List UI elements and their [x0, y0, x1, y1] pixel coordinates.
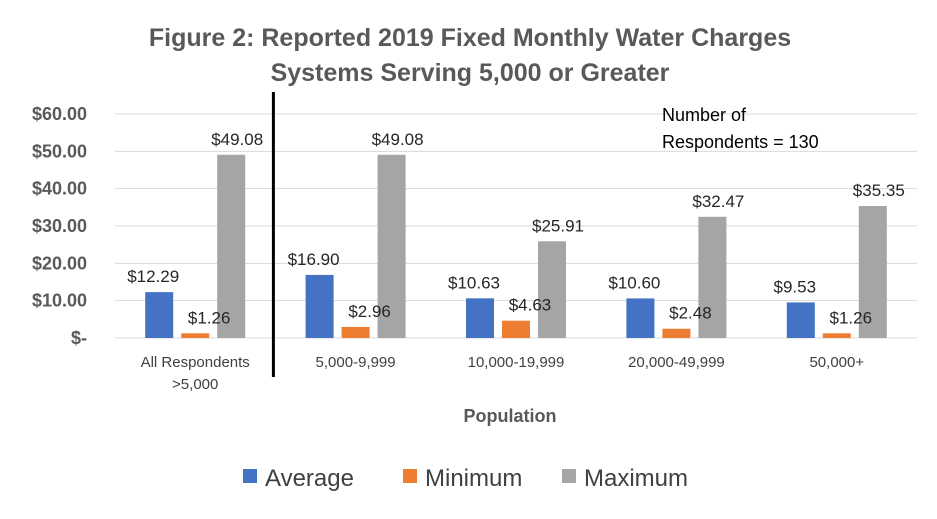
- bar-minimum: [181, 333, 210, 338]
- data-label-maximum: $49.08: [211, 130, 263, 149]
- respondents-annotation-line-2: Respondents = 130: [662, 132, 819, 152]
- y-tick-label: $30.00: [32, 216, 87, 236]
- x-tick-label: >5,000: [172, 376, 218, 393]
- chart-title-line-2: Systems Serving 5,000 or Greater: [271, 59, 670, 87]
- data-label-minimum: $1.26: [830, 308, 873, 327]
- bar-maximum: [698, 216, 727, 338]
- chart-title-line-1: Figure 2: Reported 2019 Fixed Monthly Wa…: [149, 24, 791, 52]
- x-tick-label: 5,000-9,999: [316, 354, 396, 371]
- x-tick-label: 20,000-49,999: [628, 354, 725, 371]
- bar-minimum: [822, 333, 851, 338]
- data-label-maximum: $35.35: [853, 181, 905, 200]
- legend-label-minimum: Minimum: [425, 465, 522, 492]
- bars: [145, 154, 887, 338]
- legend: Average Minimum Maximum: [243, 465, 688, 492]
- bar-maximum: [217, 154, 246, 338]
- x-axis-ticks: All Respondents >5,000 5,000-9,999 10,000-1…: [141, 354, 865, 393]
- bar-maximum: [538, 241, 566, 338]
- y-tick-label: $20.00: [32, 253, 87, 273]
- x-tick-label: 10,000-19,999: [468, 354, 565, 371]
- bar-average: [626, 298, 655, 338]
- y-axis-ticks: $- $10.00 $20.00 $30.00 $40.00 $50.00 $60.00: [32, 104, 87, 348]
- data-label-maximum: $25.91: [532, 216, 584, 235]
- y-tick-label: $60.00: [32, 104, 87, 124]
- x-tick-label: All Respondents: [141, 354, 250, 371]
- legend-swatch-maximum: [562, 469, 576, 483]
- legend-swatch-minimum: [403, 469, 417, 483]
- data-label-maximum: $32.47: [692, 192, 744, 211]
- x-tick-label: 50,000+: [809, 354, 864, 371]
- bar-minimum: [502, 320, 530, 338]
- bar-minimum: [662, 328, 691, 338]
- legend-swatch-average: [243, 469, 257, 483]
- data-label-maximum: $49.08: [372, 130, 424, 149]
- data-label-minimum: $2.48: [669, 304, 712, 323]
- data-label-minimum: $1.26: [188, 308, 231, 327]
- data-label-average: $10.60: [608, 273, 660, 292]
- data-labels: $12.29 $1.26 $49.08 $16.90 $2.96 $49.08 $10.63…: [127, 130, 905, 328]
- y-tick-label: $40.00: [32, 179, 87, 199]
- respondents-annotation-line-1: Number of: [662, 105, 747, 125]
- data-label-average: $10.63: [448, 273, 500, 292]
- y-tick-label: $-: [71, 328, 87, 348]
- bar-average: [466, 298, 494, 338]
- legend-label-maximum: Maximum: [584, 465, 688, 492]
- y-tick-label: $10.00: [32, 291, 87, 311]
- data-label-minimum: $4.63: [509, 296, 552, 315]
- legend-label-average: Average: [265, 465, 354, 492]
- data-label-average: $16.90: [288, 250, 340, 269]
- y-tick-label: $50.00: [32, 141, 87, 161]
- data-label-minimum: $2.96: [348, 302, 391, 321]
- bar-average: [786, 302, 815, 338]
- data-label-average: $9.53: [774, 277, 817, 296]
- bar-maximum: [377, 154, 406, 338]
- bar-minimum: [341, 326, 370, 338]
- bar-average: [305, 274, 334, 338]
- x-axis-title: Population: [464, 406, 557, 426]
- bar-average: [145, 292, 174, 338]
- gridlines: [115, 113, 917, 339]
- bar-maximum: [858, 206, 887, 338]
- data-label-average: $12.29: [127, 267, 179, 286]
